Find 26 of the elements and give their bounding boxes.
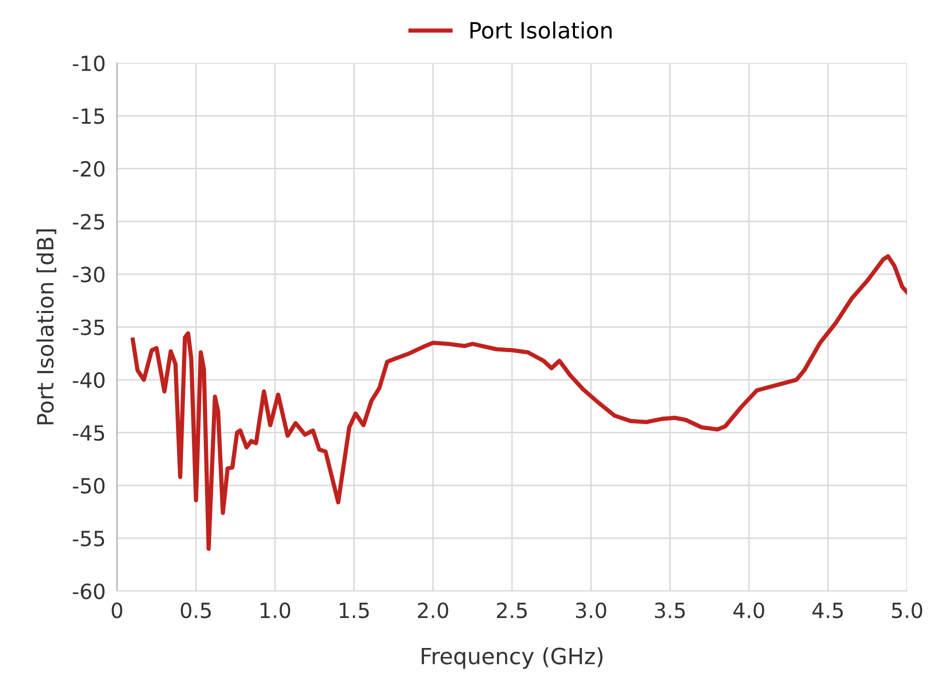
x-tick-label: 0 bbox=[112, 602, 122, 618]
x-tick-label: 4.0 bbox=[733, 602, 764, 618]
y-tick-label: -50 bbox=[72, 478, 105, 494]
y-tick-label: -55 bbox=[72, 530, 104, 546]
x-tick-label: 0.5 bbox=[180, 602, 211, 618]
x-tick-label: 3.5 bbox=[655, 602, 685, 618]
y-tick-label: -25 bbox=[72, 214, 104, 230]
y-tick-label: -30 bbox=[72, 266, 105, 282]
x-tick-label: 3.0 bbox=[576, 602, 606, 618]
x-tick-label: 5.0 bbox=[892, 602, 922, 618]
line-series bbox=[130, 254, 907, 551]
x-axis-title: Frequency (GHz) bbox=[422, 647, 602, 669]
y-tick-label: -45 bbox=[72, 425, 104, 441]
x-tick-label: 1.5 bbox=[340, 602, 369, 618]
y-tick-label: -35 bbox=[72, 319, 104, 336]
y-axis-title: Port Isolation [dB] bbox=[36, 229, 56, 424]
x-tick-label: 1.0 bbox=[260, 602, 290, 618]
y-tick-label: -15 bbox=[72, 108, 104, 124]
legend-label: Port Isolation bbox=[470, 21, 612, 39]
x-tick-label: 4.5 bbox=[812, 602, 843, 618]
x-tick-label: 2.0 bbox=[418, 602, 448, 618]
y-tick-label: -20 bbox=[72, 161, 105, 177]
y-tick-label: -10 bbox=[72, 55, 105, 72]
y-tick-label: -60 bbox=[72, 583, 105, 600]
y-tick-label: -40 bbox=[72, 372, 105, 388]
x-tick-label: 2.5 bbox=[496, 602, 527, 618]
